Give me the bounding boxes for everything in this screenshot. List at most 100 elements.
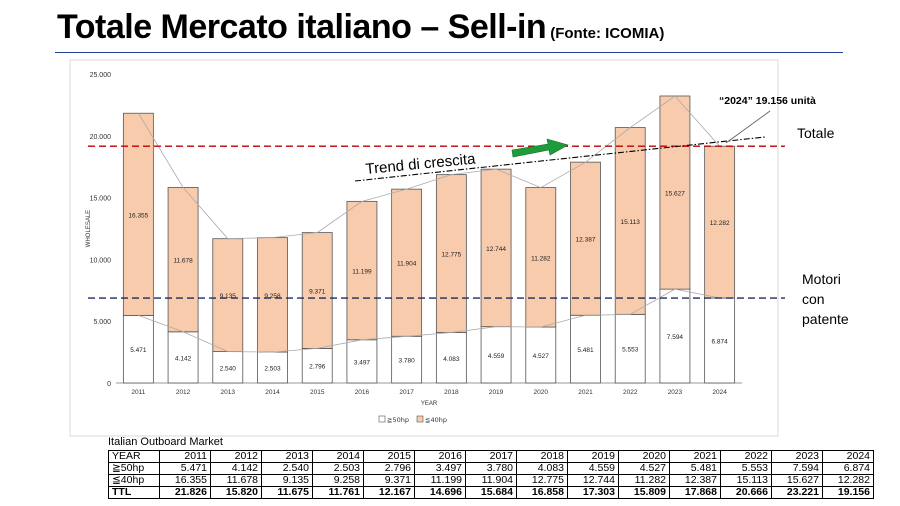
table-cell: 5.553 (720, 462, 772, 475)
bar-segment-40hp (346, 200, 378, 341)
data-label-40hp: 11.904 (397, 261, 417, 268)
bar-segment-40hp (614, 127, 646, 315)
y-tick-label: 20.000 (90, 134, 112, 141)
note-2024: “2024” 19.156 unità (719, 95, 816, 107)
bar-segment-40hp (570, 161, 601, 316)
table-cell: 4.083 (516, 462, 568, 475)
table-cell: 6.874 (822, 462, 874, 475)
x-tick-label: 2024 (712, 389, 727, 396)
x-tick-label: 2020 (534, 389, 549, 396)
bar-segment-40hp (525, 187, 557, 328)
licensed-label-line: con (802, 291, 825, 307)
table-cell: 15.627 (771, 474, 823, 487)
slide-title: Totale Mercato italiano – Sell-in (Fonte:… (57, 8, 664, 47)
table-cell: 2019 (567, 450, 619, 463)
data-label-50hp: 2.540 (220, 365, 237, 372)
table-header-row: YEAR 2011 2012 2013 2014 2015 2016 2017 2018 2019… (108, 450, 874, 463)
data-label-40hp: 12.775 (441, 252, 461, 259)
data-table: YEAR 2011 2012 2013 2014 2015 2016 2017 2018 2019… (108, 450, 874, 499)
table-cell: 11.675 (261, 486, 313, 499)
data-label-50hp: 7.594 (667, 334, 684, 341)
legend-swatch-40hp (416, 415, 424, 423)
data-label-50hp: 2.796 (309, 364, 326, 371)
bar-segment-50hp (659, 288, 691, 384)
data-label-50hp: 5.481 (577, 347, 594, 354)
licensed-label-line: patente (802, 311, 849, 327)
table-cell: 2016 (414, 450, 466, 463)
data-label-40hp: 12.387 (576, 237, 596, 244)
table-cell: 12.744 (567, 474, 619, 487)
bar-segment-40hp (391, 188, 423, 337)
x-tick-label: 2021 (578, 389, 593, 396)
bar-segment-50hp (257, 351, 288, 384)
bar-segment-50hp (301, 348, 333, 384)
table-row: ≧50hp 5.471 4.142 2.540 2.503 2.796 3.497 3.780… (108, 462, 874, 475)
bar-segment-40hp (435, 174, 467, 333)
bar-segment-50hp (704, 297, 736, 384)
table-cell: 15.809 (618, 486, 670, 499)
data-label-50hp: 4.083 (443, 356, 460, 363)
table-cell: 17.303 (567, 486, 619, 499)
data-label-50hp: 2.503 (264, 366, 281, 373)
data-label-40hp: 11.282 (531, 255, 551, 262)
y-tick-label: 5.000 (93, 319, 111, 326)
table-cell: 15.113 (720, 474, 772, 487)
table-cell: 16.858 (516, 486, 568, 499)
bar-segment-40hp (301, 232, 333, 349)
table-cell: 11.678 (210, 474, 262, 487)
table-cell: 21.826 (159, 486, 211, 499)
table-cell: 11.199 (414, 474, 466, 487)
table-cell: 2.796 (363, 462, 415, 475)
x-tick-label: 2018 (444, 389, 459, 396)
data-label-50hp: 5.471 (130, 347, 147, 354)
series-line-total (138, 95, 720, 240)
table-cell: 4.527 (618, 462, 670, 475)
data-label-40hp: 9.258 (264, 293, 281, 300)
legend-label-50hp: ≧50hp (387, 416, 409, 424)
x-tick-label: 2011 (131, 389, 145, 396)
bar-segment-50hp (212, 351, 244, 384)
legend-swatch-50hp (378, 415, 386, 423)
table-row-header: ≦40hp (108, 474, 160, 487)
table-cell: 3.780 (465, 462, 517, 475)
table-cell: 2018 (516, 450, 568, 463)
table-cell: 11.282 (618, 474, 670, 487)
slide-source: (Fonte: ICOMIA) (550, 25, 665, 42)
table-cell: 5.481 (669, 462, 721, 475)
table-cell: 12.167 (363, 486, 415, 499)
data-label-40hp: 12.282 (710, 220, 730, 227)
table-row: ≦40hp 16.355 11.678 9.135 9.258 9.371 11.199 11… (108, 474, 874, 487)
note-2024-pointer (725, 110, 771, 144)
data-label-40hp: 12.744 (486, 246, 506, 253)
table-cell: 20.666 (720, 486, 772, 499)
table-cell: 2024 (822, 450, 874, 463)
table-cell: 17.868 (669, 486, 721, 499)
x-tick-label: 2019 (489, 389, 504, 396)
bar-segment-50hp (122, 314, 154, 384)
table-cell: 4.142 (210, 462, 262, 475)
table-cell: 19.156 (822, 486, 874, 499)
data-label-50hp: 5.553 (622, 347, 639, 354)
table-cell: 15.820 (210, 486, 262, 499)
table-cell: 2023 (771, 450, 823, 463)
y-axis-label: WHOLESALE (86, 210, 92, 247)
x-tick-label: 2013 (221, 389, 236, 396)
table-cell: 3.497 (414, 462, 466, 475)
x-tick-label: 2017 (399, 389, 414, 396)
y-tick-label: 15.000 (90, 196, 112, 203)
series-line-50hp (138, 288, 720, 353)
table-cell: 15.684 (465, 486, 517, 499)
table-cell: 11.761 (312, 486, 364, 499)
bar-segment-50hp (525, 326, 557, 384)
data-label-40hp: 15.113 (621, 219, 641, 226)
table-row-header: TTL (108, 486, 160, 499)
data-label-40hp: 11.678 (173, 258, 193, 265)
x-axis-label: YEAR (421, 401, 438, 407)
bar-segment-50hp (435, 332, 467, 384)
table-row: TTL 21.826 15.820 11.675 11.761 12.167 14.696 1… (108, 486, 874, 499)
table-cell: 9.135 (261, 474, 313, 487)
x-tick-label: 2012 (176, 389, 191, 396)
table-cell: 12.282 (822, 474, 874, 487)
table-cell: 9.371 (363, 474, 415, 487)
market-data-table: Italian Outboard Market YEAR 2011 2012 2013… (108, 436, 874, 499)
